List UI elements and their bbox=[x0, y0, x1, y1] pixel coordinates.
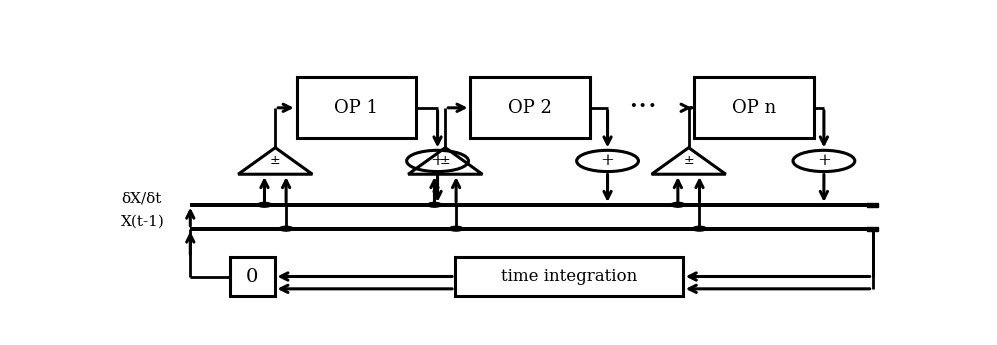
Text: +: + bbox=[600, 152, 614, 169]
Text: OP n: OP n bbox=[732, 99, 777, 117]
Circle shape bbox=[257, 203, 271, 207]
FancyBboxPatch shape bbox=[229, 257, 274, 296]
Text: +: + bbox=[431, 152, 445, 169]
Text: X(t-1): X(t-1) bbox=[121, 215, 165, 229]
Text: 0: 0 bbox=[246, 267, 258, 286]
Circle shape bbox=[428, 203, 442, 207]
FancyBboxPatch shape bbox=[695, 77, 815, 138]
Text: ±: ± bbox=[270, 155, 280, 167]
Circle shape bbox=[279, 226, 293, 231]
FancyBboxPatch shape bbox=[471, 77, 590, 138]
Text: ±: ± bbox=[683, 155, 694, 167]
Text: δX/δt: δX/δt bbox=[121, 191, 162, 205]
FancyBboxPatch shape bbox=[296, 77, 417, 138]
Circle shape bbox=[449, 226, 463, 231]
FancyBboxPatch shape bbox=[455, 257, 683, 296]
Text: time integration: time integration bbox=[500, 268, 637, 285]
FancyBboxPatch shape bbox=[867, 203, 878, 207]
Text: ···: ··· bbox=[628, 92, 657, 123]
Circle shape bbox=[693, 226, 707, 231]
Text: ±: ± bbox=[440, 155, 451, 167]
FancyBboxPatch shape bbox=[867, 227, 878, 230]
Text: +: + bbox=[817, 152, 831, 169]
Text: OP 1: OP 1 bbox=[334, 99, 379, 117]
Circle shape bbox=[671, 203, 685, 207]
Text: OP 2: OP 2 bbox=[508, 99, 552, 117]
